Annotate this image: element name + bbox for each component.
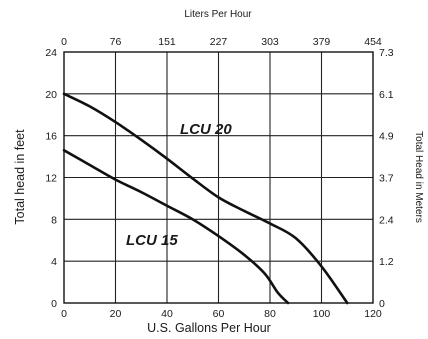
x2-tick-label: 379 — [313, 36, 331, 48]
y-tick-label: 20 — [45, 89, 57, 101]
y2-tick-label: 0 — [379, 298, 385, 310]
x-tick-label: 120 — [364, 308, 382, 320]
curve-label-lcu-15: LCU 15 — [126, 232, 178, 249]
grid — [64, 52, 373, 303]
plot-frame — [63, 51, 374, 304]
x2-tick-label: 303 — [261, 36, 279, 48]
y-tick-label: 8 — [51, 214, 57, 226]
x2-tick-label: 454 — [364, 36, 382, 48]
x2-tick-label: 0 — [61, 36, 67, 48]
y2-tick-label: 6.1 — [379, 89, 394, 101]
curves — [62, 92, 349, 305]
y-tick-label: 16 — [45, 131, 57, 143]
y2-tick-label: 3.7 — [379, 173, 394, 185]
y2-tick-label: 2.4 — [379, 214, 394, 226]
y-tick-label: 24 — [45, 47, 57, 59]
x-tick-label: 60 — [213, 308, 225, 320]
curve-label-lcu-20: LCU 20 — [180, 121, 232, 138]
series-line-lcu-15 — [62, 149, 290, 305]
y2-tick-label: 1.2 — [379, 256, 394, 268]
x2-axis-title: Liters Per Hour — [184, 9, 252, 20]
y-tick-label: 0 — [51, 298, 57, 310]
y2-tick-label: 4.9 — [379, 131, 394, 143]
x-tick-label: 0 — [61, 308, 67, 320]
y-tick-label: 4 — [51, 256, 57, 268]
y-tick-label: 12 — [45, 173, 57, 185]
series-line-lcu-20 — [62, 92, 349, 305]
x2-tick-label: 151 — [158, 36, 176, 48]
x-tick-label: 80 — [264, 308, 276, 320]
x-axis-title: U.S. Gallons Per Hour — [147, 321, 271, 335]
y-axis-title: Total head in feet — [13, 129, 27, 225]
x-tick-label: 100 — [313, 308, 331, 320]
x2-tick-label: 227 — [210, 36, 228, 48]
x-tick-label: 20 — [110, 308, 122, 320]
y2-tick-label: 7.3 — [379, 47, 394, 59]
x2-tick-label: 76 — [110, 36, 122, 48]
x-tick-label: 40 — [161, 308, 173, 320]
y2-axis-title: Total Head in Meters — [413, 131, 424, 223]
